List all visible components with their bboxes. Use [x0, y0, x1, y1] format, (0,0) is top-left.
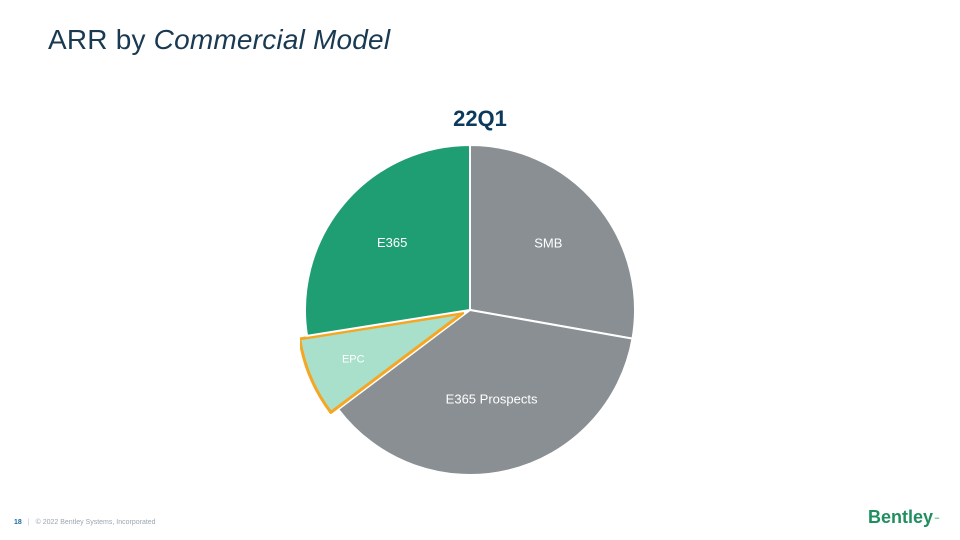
- slide: ARR by Commercial Model 22Q1 SMB E365 Pro…: [0, 0, 960, 540]
- footer: 18 | © 2022 Bentley Systems, Incorporate…: [14, 519, 156, 526]
- page-number: 18: [14, 519, 22, 526]
- title-italic: Commercial Model: [154, 24, 391, 55]
- chart-title: 22Q1: [0, 106, 960, 132]
- title-plain: ARR by: [48, 24, 154, 55]
- slice-label-epc: EPC: [342, 353, 365, 365]
- brand-logo: Bentley-: [868, 507, 940, 528]
- logo-accent: -: [934, 507, 940, 527]
- copyright-text: © 2022 Bentley Systems, Incorporated: [36, 519, 156, 526]
- slice-label-e365-prospects: E365 Prospects: [446, 391, 538, 406]
- pie-chart: SMB E365 Prospects EPC E365: [0, 140, 960, 495]
- footer-separator: |: [28, 519, 30, 526]
- slide-title: ARR by Commercial Model: [48, 24, 390, 56]
- logo-text: Bentley: [868, 507, 933, 527]
- slice-label-e365: E365: [377, 235, 407, 250]
- pie-svg: SMB E365 Prospects EPC E365: [300, 140, 660, 490]
- slice-label-smb: SMB: [534, 236, 562, 251]
